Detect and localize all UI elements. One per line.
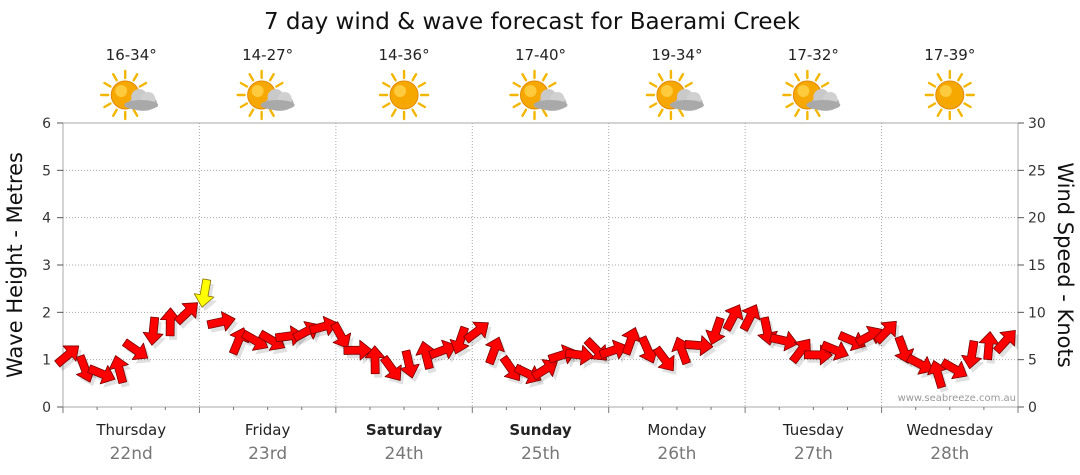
wind-arrow — [684, 335, 716, 360]
day-date: 24th — [385, 444, 424, 464]
right-tick-label: 10 — [1028, 305, 1046, 321]
credit-text: www.seabreeze.com.au — [898, 393, 1016, 404]
wind-arrow — [463, 321, 492, 347]
left-tick-label: 2 — [42, 305, 51, 321]
wind-arrow — [940, 358, 970, 383]
left-tick-label: 5 — [42, 163, 51, 179]
wind-arrow — [873, 320, 900, 349]
wind-arrow — [531, 359, 561, 384]
sun-icon — [924, 69, 975, 121]
day-name: Friday — [245, 421, 291, 439]
partly-cloudy-icon — [509, 69, 568, 121]
temperature-range: 17-40° — [515, 46, 566, 64]
chart-title: 7 day wind & wave forecast for Baerami C… — [264, 9, 801, 35]
wind-arrow — [193, 278, 217, 312]
day-date: 25th — [521, 444, 560, 464]
wind-arrow — [428, 339, 460, 363]
wind-arrow — [142, 316, 167, 350]
temperature-range: 14-27° — [242, 46, 293, 64]
left-tick-label: 0 — [42, 400, 51, 416]
right-tick-label: 5 — [1028, 353, 1037, 369]
partly-cloudy-icon — [100, 69, 159, 121]
wind-arrow — [927, 360, 950, 393]
day-name: Saturday — [366, 421, 443, 439]
axis-ticks: 0 1 2 3 4 5 6 0 5 10 15 20 25 30 — [42, 116, 1046, 416]
wind-arrow — [820, 340, 852, 365]
day-date: 26th — [657, 444, 696, 464]
wind-arrow — [330, 321, 354, 353]
wind-arrow — [769, 330, 801, 355]
day-date: 23rd — [248, 444, 287, 464]
day-date: 27th — [794, 444, 833, 464]
day-name: Tuesday — [782, 421, 844, 439]
temperature-range: 17-32° — [788, 46, 839, 64]
day-name: Wednesday — [906, 421, 993, 439]
left-axis-title: Wave Height - Metres — [3, 152, 27, 378]
right-tick-label: 30 — [1028, 116, 1046, 132]
day-labels: Thursday 22nd Friday 23rd Saturday 24th Sunday… — [95, 421, 993, 464]
wind-arrow — [978, 331, 1003, 364]
wind-arrow — [174, 302, 201, 329]
wind-arrow — [961, 340, 985, 373]
grid — [62, 122, 1019, 408]
wind-arrow — [54, 345, 82, 371]
day-name: Sunday — [509, 421, 572, 439]
right-axis-title: Wind Speed - Knots — [1053, 162, 1077, 367]
right-tick-label: 20 — [1028, 211, 1046, 227]
day-date: 28th — [930, 444, 969, 464]
wind-arrow — [343, 339, 375, 365]
left-tick-label: 3 — [42, 258, 51, 274]
temperature-range: 16-34° — [106, 46, 157, 64]
wind-arrow — [122, 338, 151, 364]
partly-cloudy-icon — [236, 69, 295, 121]
sun-icon — [378, 69, 430, 121]
wind-arrow — [399, 349, 423, 383]
wind-arrow — [789, 338, 814, 368]
right-tick-label: 15 — [1028, 258, 1046, 274]
wind-arrow — [739, 304, 763, 336]
partly-cloudy-icon — [782, 69, 841, 121]
day-date: 22nd — [110, 444, 153, 464]
wind-arrow — [722, 304, 746, 336]
wind-arrow — [485, 336, 508, 369]
wind-arrow — [87, 364, 119, 388]
wind-arrow — [993, 329, 1019, 358]
weather-icons: 16-34° 14-27° 14-36° 17-40° 19-34° 17-32° 17-3… — [100, 46, 975, 121]
day-name: Thursday — [95, 421, 166, 439]
right-tick-label: 25 — [1028, 163, 1046, 179]
left-tick-label: 6 — [42, 116, 51, 132]
wind-arrow — [364, 345, 388, 378]
day-name: Monday — [647, 421, 706, 439]
wind-arrow — [652, 345, 678, 375]
wind-arrow — [380, 355, 405, 385]
right-tick-label: 0 — [1028, 400, 1037, 416]
temperature-range: 19-34° — [651, 46, 702, 64]
temperature-range: 17-39° — [924, 46, 975, 64]
left-tick-label: 1 — [42, 353, 51, 369]
temperature-range: 14-36° — [379, 46, 430, 64]
wind-arrow — [638, 335, 661, 368]
wind-arrow — [564, 344, 597, 370]
partly-cloudy-icon — [645, 69, 704, 121]
wind-arrows — [54, 278, 1019, 393]
wind-arrow — [108, 355, 132, 388]
wind-arrow — [206, 311, 239, 336]
left-tick-label: 4 — [42, 211, 51, 227]
